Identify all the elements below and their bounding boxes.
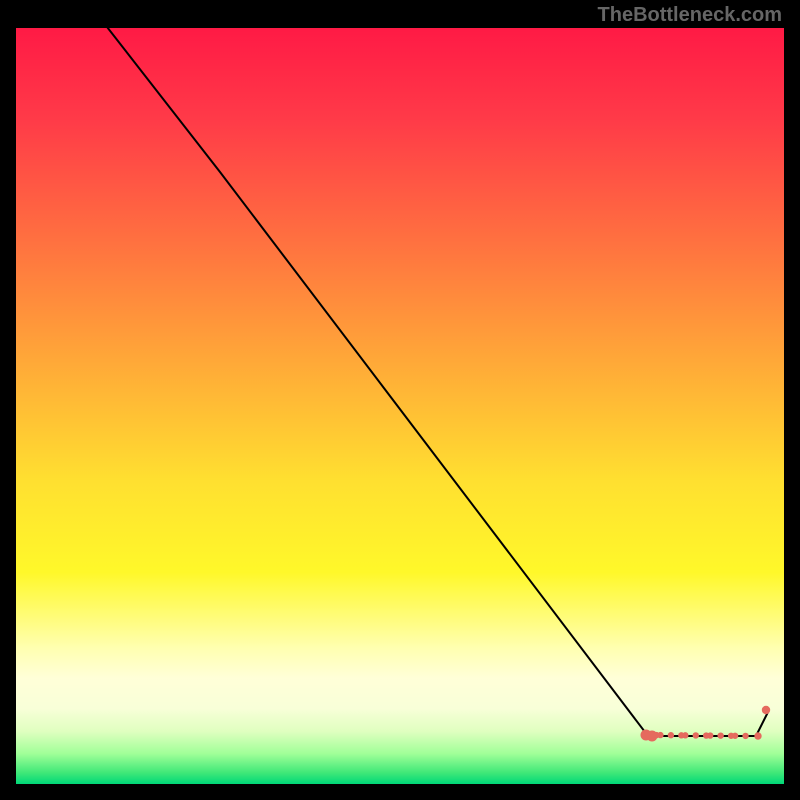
marker-dot bbox=[693, 732, 699, 738]
marker-dot bbox=[657, 732, 663, 738]
marker-dot bbox=[754, 732, 761, 739]
marker-dot bbox=[682, 732, 688, 738]
watermark-text: TheBottleneck.com bbox=[598, 4, 782, 27]
bottleneck-chart bbox=[16, 28, 784, 784]
gradient-background bbox=[16, 28, 784, 784]
chart-svg bbox=[16, 28, 784, 784]
marker-dot bbox=[717, 732, 723, 738]
marker-dot bbox=[762, 706, 770, 714]
marker-dot bbox=[742, 733, 748, 739]
marker-dot bbox=[732, 733, 738, 739]
marker-dot bbox=[668, 732, 674, 738]
marker-dot bbox=[707, 732, 713, 738]
